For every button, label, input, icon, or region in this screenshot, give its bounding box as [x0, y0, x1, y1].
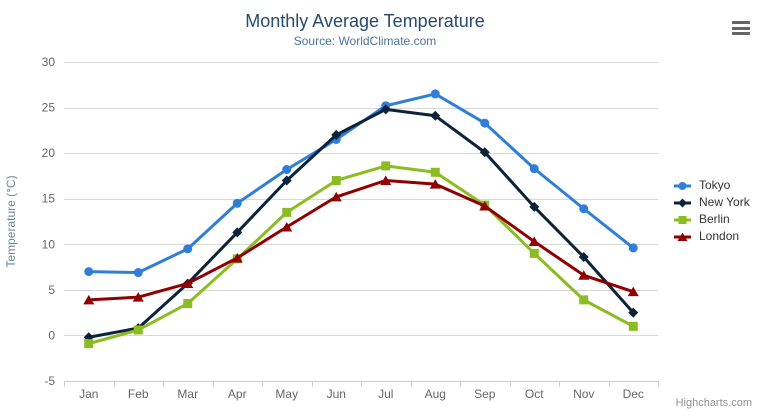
marker-london[interactable]: [627, 286, 639, 297]
y-axis-label: 10: [42, 237, 56, 251]
chart-title: Monthly Average Temperature: [245, 11, 485, 31]
marker-tokyo[interactable]: [430, 89, 440, 99]
x-axis-label: Jun: [327, 387, 346, 401]
legend-marker: [678, 181, 687, 190]
hamburger-icon: [732, 21, 750, 24]
marker-london[interactable]: [479, 201, 491, 211]
marker-tokyo[interactable]: [133, 268, 143, 278]
marker-berlin[interactable]: [579, 295, 589, 305]
series-line-new-york[interactable]: [87, 107, 635, 339]
series-line-berlin[interactable]: [87, 164, 635, 346]
x-axis-label: Nov: [573, 387, 594, 401]
marker-new-york[interactable]: [281, 175, 292, 186]
legend-label: London: [699, 229, 740, 243]
marker-tokyo[interactable]: [529, 164, 539, 174]
legend-label: Berlin: [699, 212, 730, 226]
export-menu-button[interactable]: [732, 21, 750, 35]
y-axis-label: 20: [42, 146, 56, 160]
legend-item-berlin[interactable]: Berlin: [674, 211, 750, 228]
marker-new-york[interactable]: [529, 201, 540, 212]
marker-london[interactable]: [231, 252, 243, 263]
legend: Tokyo New York Berlin London: [674, 177, 750, 245]
legend-item-new-york[interactable]: New York: [674, 194, 750, 211]
x-axis-label: Mar: [177, 387, 198, 401]
marker-tokyo[interactable]: [84, 267, 94, 277]
marker-berlin[interactable]: [628, 321, 638, 331]
series-line-london[interactable]: [87, 178, 635, 302]
marker-tokyo[interactable]: [183, 244, 193, 254]
marker-new-york[interactable]: [479, 147, 490, 158]
marker-berlin[interactable]: [84, 339, 94, 349]
credits-link[interactable]: Highcharts.com: [675, 397, 752, 409]
marker-london[interactable]: [330, 191, 342, 202]
marker-new-york[interactable]: [232, 227, 243, 238]
x-axis-label: Apr: [228, 387, 247, 401]
marker-new-york[interactable]: [628, 307, 639, 318]
y-axis-title: Temperature (°C): [4, 175, 18, 267]
marker-london[interactable]: [83, 294, 95, 305]
y-axis-label: 25: [42, 101, 56, 115]
legend-symbol-circle-icon: [674, 181, 691, 190]
legend-marker: [677, 232, 688, 241]
legend-item-tokyo[interactable]: Tokyo: [674, 177, 750, 194]
marker-berlin[interactable]: [282, 207, 292, 217]
legend-symbol-triangle-icon: [674, 232, 691, 241]
y-axis-label: 5: [48, 283, 55, 297]
marker-london[interactable]: [182, 278, 194, 288]
marker-new-york[interactable]: [380, 104, 391, 115]
marker-berlin[interactable]: [183, 299, 193, 309]
marker-new-york[interactable]: [331, 129, 342, 140]
legend-label: New York: [699, 195, 750, 209]
marker-tokyo[interactable]: [628, 243, 638, 253]
marker-london[interactable]: [578, 270, 590, 280]
x-axis-label: Jul: [378, 387, 393, 401]
legend-symbol-square-icon: [674, 215, 691, 224]
hamburger-icon: [732, 32, 750, 35]
marker-tokyo[interactable]: [579, 204, 589, 214]
marker-berlin[interactable]: [430, 167, 440, 177]
marker-new-york[interactable]: [430, 110, 441, 121]
chart-subtitle: Source: WorldClimate.com: [293, 34, 437, 48]
x-axis-label: Jan: [79, 387, 98, 401]
marker-london[interactable]: [429, 179, 441, 189]
y-axis-label: 30: [42, 55, 56, 69]
marker-tokyo[interactable]: [232, 198, 242, 208]
y-axis-label: 0: [48, 328, 55, 342]
legend-item-london[interactable]: London: [674, 228, 750, 245]
marker-berlin[interactable]: [529, 248, 539, 258]
marker-tokyo[interactable]: [282, 165, 292, 175]
x-axis-label: Aug: [425, 387, 446, 401]
legend-marker: [678, 215, 687, 224]
y-axis-label: 15: [42, 192, 56, 206]
marker-berlin[interactable]: [331, 175, 341, 185]
hamburger-icon: [732, 26, 750, 30]
x-axis-label: Sep: [474, 387, 496, 401]
legend-symbol-diamond-icon: [674, 198, 691, 207]
marker-new-york[interactable]: [578, 252, 589, 263]
legend-label: Tokyo: [699, 178, 731, 192]
marker-london[interactable]: [380, 175, 392, 185]
x-axis-label: Dec: [623, 387, 644, 401]
marker-berlin[interactable]: [381, 161, 391, 171]
marker-berlin[interactable]: [133, 325, 143, 335]
marker-london[interactable]: [281, 221, 293, 232]
legend-marker: [678, 198, 687, 207]
marker-tokyo[interactable]: [480, 118, 490, 128]
x-axis-label: May: [275, 387, 298, 401]
marker-london[interactable]: [132, 292, 144, 302]
x-axis-label: Feb: [128, 387, 149, 401]
marker-london[interactable]: [528, 236, 540, 247]
y-axis-label: -5: [44, 374, 55, 388]
x-axis-label: Oct: [525, 387, 544, 401]
